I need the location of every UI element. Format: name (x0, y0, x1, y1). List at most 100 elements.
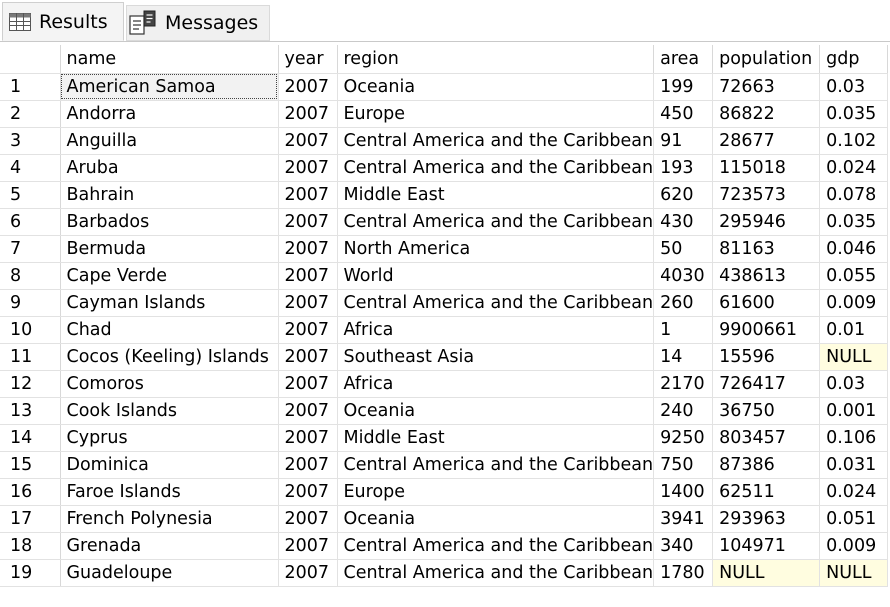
table-row[interactable]: 16 Faroe Islands 2007 Europe 1400 62511 0.024 (0, 478, 889, 506)
cell-region[interactable]: Oceania (337, 505, 655, 533)
table-row[interactable]: 9 Cayman Islands 2007 Central America and t… (0, 289, 889, 317)
cell-region[interactable]: North America (337, 235, 655, 263)
cell-region[interactable]: Central America and the Caribbean (337, 127, 655, 155)
cell-population[interactable]: 115018 (712, 154, 821, 182)
tab-results[interactable]: Results (2, 2, 124, 41)
cell-population[interactable]: 86822 (712, 100, 821, 128)
cell-area[interactable]: 450 (653, 100, 714, 128)
cell-region[interactable]: Europe (337, 478, 655, 506)
cell-gdp[interactable]: 0.024 (819, 154, 889, 182)
cell-population[interactable]: 726417 (712, 370, 821, 398)
row-number[interactable]: 16 (0, 478, 61, 506)
cell-gdp[interactable]: 0.106 (819, 424, 889, 452)
cell-name[interactable]: Bermuda (60, 235, 279, 263)
cell-population[interactable]: 36750 (712, 397, 821, 425)
cell-population[interactable]: 62511 (712, 478, 821, 506)
cell-population[interactable]: 87386 (712, 451, 821, 479)
table-row[interactable]: 14 Cyprus 2007 Middle East 9250 803457 0.106 (0, 424, 889, 452)
results-table[interactable]: name year region area population gdp 1 Am… (0, 45, 889, 587)
cell-year[interactable]: 2007 (278, 73, 338, 101)
row-number[interactable]: 3 (0, 127, 61, 155)
row-number[interactable]: 9 (0, 289, 61, 317)
table-row[interactable]: 12 Comoros 2007 Africa 2170 726417 0.03 (0, 370, 889, 398)
cell-population[interactable]: 15596 (712, 343, 821, 371)
cell-year[interactable]: 2007 (278, 127, 338, 155)
cell-population[interactable]: 28677 (712, 127, 821, 155)
cell-year[interactable]: 2007 (278, 343, 338, 371)
cell-area[interactable]: 199 (653, 73, 714, 101)
cell-population[interactable]: 723573 (712, 181, 821, 209)
cell-gdp[interactable]: 0.03 (819, 370, 889, 398)
column-header-year[interactable]: year (278, 45, 338, 74)
cell-year[interactable]: 2007 (278, 289, 338, 317)
table-row[interactable]: 2 Andorra 2007 Europe 450 86822 0.035 (0, 100, 889, 128)
cell-region[interactable]: Oceania (337, 73, 655, 101)
cell-gdp[interactable]: 0.035 (819, 208, 889, 236)
column-header-area[interactable]: area (653, 45, 714, 74)
cell-name[interactable]: Chad (60, 316, 279, 344)
cell-name[interactable]: Barbados (60, 208, 279, 236)
cell-name[interactable]: Cook Islands (60, 397, 279, 425)
cell-year[interactable]: 2007 (278, 370, 338, 398)
cell-area[interactable]: 340 (653, 532, 714, 560)
table-row[interactable]: 13 Cook Islands 2007 Oceania 240 36750 0.001 (0, 397, 889, 425)
cell-region[interactable]: Europe (337, 100, 655, 128)
row-number[interactable]: 17 (0, 505, 61, 533)
cell-gdp[interactable]: 0.009 (819, 532, 889, 560)
cell-year[interactable]: 2007 (278, 100, 338, 128)
cell-year[interactable]: 2007 (278, 478, 338, 506)
cell-year[interactable]: 2007 (278, 451, 338, 479)
cell-name[interactable]: Faroe Islands (60, 478, 279, 506)
cell-population[interactable]: 61600 (712, 289, 821, 317)
row-number[interactable]: 8 (0, 262, 61, 290)
cell-name[interactable]: Cyprus (60, 424, 279, 452)
table-row[interactable]: 11 Cocos (Keeling) Islands 2007 Southeast A… (0, 343, 889, 371)
cell-name[interactable]: Grenada (60, 532, 279, 560)
cell-region[interactable]: Middle East (337, 424, 655, 452)
cell-region[interactable]: Central America and the Caribbean (337, 289, 655, 317)
column-header-region[interactable]: region (337, 45, 655, 74)
cell-gdp[interactable]: 0.009 (819, 289, 889, 317)
cell-gdp[interactable]: 0.055 (819, 262, 889, 290)
cell-gdp[interactable]: 0.102 (819, 127, 889, 155)
cell-region[interactable]: Middle East (337, 181, 655, 209)
cell-name[interactable]: American Samoa (60, 73, 279, 101)
cell-region[interactable]: Central America and the Caribbean (337, 559, 655, 587)
cell-area[interactable]: 1780 (653, 559, 714, 587)
cell-name[interactable]: Andorra (60, 100, 279, 128)
cell-population[interactable]: 9900661 (712, 316, 821, 344)
row-number[interactable]: 18 (0, 532, 61, 560)
cell-area[interactable]: 750 (653, 451, 714, 479)
cell-year[interactable]: 2007 (278, 559, 338, 587)
row-number[interactable]: 19 (0, 559, 61, 587)
cell-population[interactable]: 81163 (712, 235, 821, 263)
cell-population[interactable]: 72663 (712, 73, 821, 101)
cell-population[interactable]: 293963 (712, 505, 821, 533)
cell-region[interactable]: World (337, 262, 655, 290)
cell-year[interactable]: 2007 (278, 262, 338, 290)
cell-name[interactable]: French Polynesia (60, 505, 279, 533)
table-row[interactable]: 7 Bermuda 2007 North America 50 81163 0.046 (0, 235, 889, 263)
cell-population[interactable]: 438613 (712, 262, 821, 290)
cell-area[interactable]: 50 (653, 235, 714, 263)
cell-name[interactable]: Dominica (60, 451, 279, 479)
cell-gdp[interactable]: 0.046 (819, 235, 889, 263)
cell-area[interactable]: 193 (653, 154, 714, 182)
cell-region[interactable]: Africa (337, 316, 655, 344)
cell-name[interactable]: Comoros (60, 370, 279, 398)
table-row[interactable]: 18 Grenada 2007 Central America and the Car… (0, 532, 889, 560)
cell-year[interactable]: 2007 (278, 532, 338, 560)
cell-population[interactable]: 803457 (712, 424, 821, 452)
cell-name[interactable]: Cape Verde (60, 262, 279, 290)
row-number[interactable]: 15 (0, 451, 61, 479)
cell-region[interactable]: Central America and the Caribbean (337, 154, 655, 182)
cell-year[interactable]: 2007 (278, 154, 338, 182)
column-header-gdp[interactable]: gdp (819, 45, 889, 74)
row-number[interactable]: 4 (0, 154, 61, 182)
cell-area[interactable]: 9250 (653, 424, 714, 452)
row-number[interactable]: 11 (0, 343, 61, 371)
cell-area[interactable]: 240 (653, 397, 714, 425)
table-row[interactable]: 5 Bahrain 2007 Middle East 620 723573 0.078 (0, 181, 889, 209)
results-grid[interactable]: name year region area population gdp 1 Am… (0, 45, 890, 607)
table-row[interactable]: 17 French Polynesia 2007 Oceania 3941 293963 0… (0, 505, 889, 533)
